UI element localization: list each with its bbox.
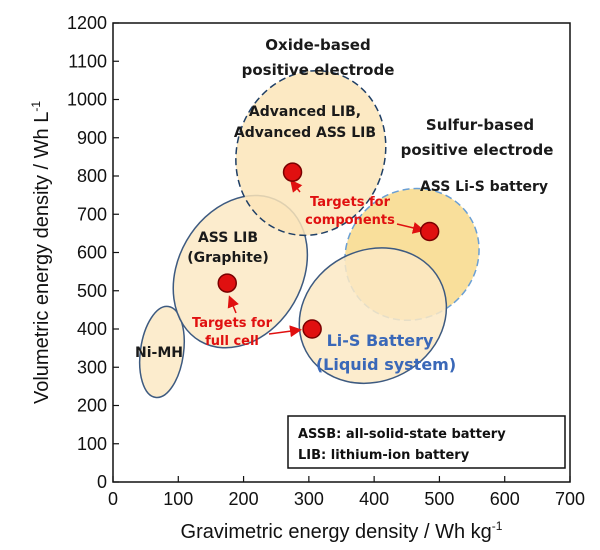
oxide-label-line1: Oxide-based [265,36,370,54]
legend-box-frame [287,415,566,469]
ass-lib-label-line1: ASS LIB [198,230,258,246]
x-axis-title-main: Gravimetric energy density / Wh kg [181,521,492,543]
y-tick-label: 100 [77,434,107,454]
y-tick-label: 1000 [67,90,107,110]
arrow-fullcell-to-lis [268,325,302,338]
x-tick-label: 600 [490,489,520,509]
legend-line-assb: ASSB: all-solid-state battery [298,427,506,442]
x-axis-title-sup: -1 [492,519,503,533]
x-tick-label: 0 [108,489,118,509]
sulfur-label-line2: positive electrode [401,141,554,159]
target-arrows [227,179,425,338]
data-point [282,162,303,182]
targets-fullcell-line1: Targets for [192,316,273,331]
x-tick-label: 400 [359,489,389,509]
x-tick-label: 500 [424,489,454,509]
x-tick-label: 700 [555,489,585,509]
y-tick-label: 900 [77,128,107,148]
nimh-label: Ni-MH [135,345,183,361]
x-tick-label: 300 [294,489,324,509]
targets-components-line1: Targets for [310,195,391,210]
legend-box: ASSB: all-solid-state battery LIB: lithi… [287,415,566,469]
battery-regions [138,69,480,399]
arrow-components-to-advanced [290,179,303,193]
oxide-label-line2: positive electrode [242,61,395,79]
targets-components-line2: components [305,213,395,228]
legend-line-lib: LIB: lithium-ion battery [298,448,470,463]
advanced-label-line2: Advanced ASS LIB [234,125,376,141]
arrow-fullcell-to-asslib [227,295,239,314]
x-tick-label: 100 [163,489,193,509]
region-ellipse-0 [138,305,185,399]
y-tick-label: 400 [77,319,107,339]
targets-fullcell-line2: full cell [205,334,259,349]
y-axis-title-sup: -1 [29,101,43,112]
lis-label-line2: (Liquid system) [316,355,456,374]
data-point [217,273,237,293]
ass-lis-label: ASS Li-S battery [420,179,548,195]
annotations: Oxide-based positive electrode Advanced … [135,36,553,374]
y-tick-label: 800 [77,166,107,186]
data-point [302,319,322,339]
y-tick-label: 200 [77,396,107,416]
arrow-components-to-asslis [396,222,425,234]
y-tick-label: 0 [97,472,107,492]
x-tick-label: 200 [229,489,259,509]
axis-ticks: 0 100 200 300 400 500 600 700 0 100 200 300 400 500 60… [67,13,585,509]
lis-label-line1: Li-S Battery [327,331,434,350]
advanced-label-line1: Advanced LIB, [249,104,361,120]
ass-lib-label-line2: (Graphite) [187,250,269,266]
sulfur-label-line1: Sulfur-based [426,116,534,134]
y-tick-label: 600 [77,243,107,263]
y-axis-title: Volumetric energy density / Wh L-1 [29,101,53,404]
y-tick-label: 500 [77,281,107,301]
data-point [419,221,440,242]
x-axis-title: Gravimetric energy density / Wh kg-1 [181,519,503,543]
y-axis-title-main: Volumetric energy density / Wh L [31,112,53,404]
y-tick-label: 300 [77,357,107,377]
y-tick-label: 1200 [67,13,107,33]
region-ellipse-4 [298,247,448,385]
y-tick-label: 700 [77,204,107,224]
y-tick-label: 1100 [68,51,107,71]
region-ellipse-2 [235,69,387,237]
target-points [217,162,440,339]
